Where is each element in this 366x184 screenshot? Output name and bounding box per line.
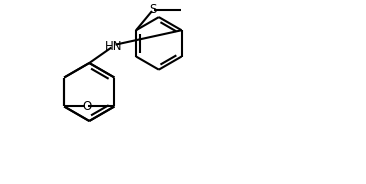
Text: S: S (149, 3, 157, 16)
Text: O: O (82, 100, 92, 113)
Text: HN: HN (105, 40, 122, 53)
